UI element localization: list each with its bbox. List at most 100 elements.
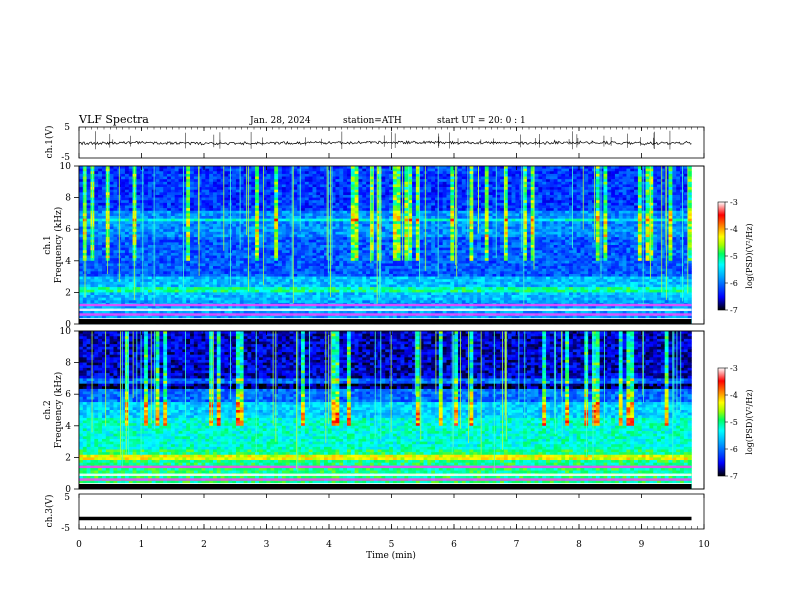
spectrogram-cell xyxy=(392,237,398,241)
spectrogram-cell xyxy=(366,226,371,230)
spectrogram-cell xyxy=(170,218,176,222)
spectrogram-cell xyxy=(186,189,191,193)
spectrogram-cell xyxy=(584,245,589,248)
spectrogram-cell xyxy=(251,218,256,222)
ch1-waveform-trace xyxy=(78,139,692,146)
spectrogram-cell xyxy=(209,234,214,238)
spectrogram-cell xyxy=(419,216,424,219)
spectrogram-cell xyxy=(500,197,505,201)
spectrogram-cell xyxy=(630,216,635,219)
spectrogram-cell xyxy=(212,187,218,190)
spectrogram-cell xyxy=(247,229,252,233)
spectrogram-cell xyxy=(335,229,340,233)
spectrogram-cell xyxy=(362,229,367,233)
spectrogram-cell xyxy=(366,179,371,183)
spectrogram-cell xyxy=(607,234,612,238)
spectrogram-cell xyxy=(220,210,225,214)
spectrogram-cell xyxy=(419,200,424,204)
spectrogram-cell xyxy=(174,218,179,222)
spectrogram-cell xyxy=(362,226,367,230)
spectrogram-cell xyxy=(599,229,604,233)
spectrogram-cell xyxy=(634,218,639,222)
spectrogram-cell xyxy=(239,229,244,233)
spectrogram-cell xyxy=(101,171,107,175)
spectrogram-cell xyxy=(186,242,191,246)
spectrogram-cell xyxy=(86,229,91,233)
spectrogram-cell xyxy=(98,221,103,225)
spectrogram-cell xyxy=(614,221,620,225)
spectrogram-cell xyxy=(312,242,317,246)
spectrogram-cell xyxy=(297,231,302,235)
spectrogram-cell xyxy=(144,176,149,180)
spectrogram-cell xyxy=(174,176,179,180)
spectrogram-cell xyxy=(262,245,267,248)
spectrogram-cell xyxy=(484,226,489,230)
spectrogram-cell xyxy=(680,173,685,177)
spectrogram-cell xyxy=(369,237,375,241)
spectrogram-cell xyxy=(86,210,91,214)
spectrogram-cell xyxy=(167,189,172,193)
spectrogram-cell xyxy=(136,245,141,248)
spectrogram-cell xyxy=(492,197,497,201)
spectrogram-cell xyxy=(553,216,558,219)
spectrogram-cell xyxy=(649,226,654,230)
spectrogram-cell xyxy=(503,173,509,177)
spectrogram-cell xyxy=(197,231,202,235)
spectrogram-cell xyxy=(526,166,532,169)
spectrogram-cell xyxy=(626,213,631,217)
spectrogram-cell xyxy=(262,234,267,238)
spectrogram-cell xyxy=(366,218,371,222)
spectrogram-cell xyxy=(94,202,99,206)
spectrogram-cell xyxy=(546,205,551,209)
spectrogram-cell xyxy=(121,179,126,183)
spectrogram-cell xyxy=(412,197,417,201)
spectrogram-cell xyxy=(258,173,264,177)
spectrogram-cell xyxy=(641,216,646,219)
spectrogram-cell xyxy=(591,216,597,219)
spectrogram-cell xyxy=(641,223,646,227)
spectrogram-cell xyxy=(285,223,290,227)
spectrogram-cell xyxy=(335,194,340,198)
spectrogram-cell xyxy=(274,237,279,241)
spectrogram-cell xyxy=(193,200,198,204)
spectrogram-cell xyxy=(316,173,321,177)
spectrogram-cell xyxy=(492,176,497,180)
spectrogram-cell xyxy=(664,239,669,243)
spectrogram-cell xyxy=(124,245,130,248)
spectrogram-cell xyxy=(255,210,260,214)
spectrogram-cell xyxy=(174,179,179,183)
spectrogram-cell xyxy=(140,192,145,196)
spectrogram-cell xyxy=(404,208,409,212)
spectrogram-cell xyxy=(136,226,141,230)
spectrogram-cell xyxy=(484,208,489,212)
spectrogram-cell xyxy=(396,216,401,219)
spectrogram-cell xyxy=(224,216,229,219)
spectrogram-cell xyxy=(396,226,401,230)
spectrogram-cell xyxy=(205,166,210,169)
spectrogram-cell xyxy=(339,231,344,235)
spectrogram-cell xyxy=(373,200,378,204)
spectrogram-cell xyxy=(159,184,164,188)
spectrogram-cell xyxy=(614,189,620,193)
spectrogram-cell xyxy=(281,200,287,204)
spectrogram-cell xyxy=(680,184,685,188)
spectrogram-cell xyxy=(281,205,287,209)
spectrogram-cell xyxy=(159,197,164,201)
spectrogram-cell xyxy=(584,223,589,227)
spectrogram-cell xyxy=(381,189,386,193)
spectrogram-cell xyxy=(553,237,558,241)
spectrogram-cell xyxy=(603,184,608,188)
spectrogram-cell xyxy=(274,197,279,201)
spectrogram-cell xyxy=(258,242,264,246)
spectrogram-cell xyxy=(220,229,225,233)
spectrogram-cell xyxy=(419,231,424,235)
spectrogram-cell xyxy=(603,171,608,175)
spectrogram-cell xyxy=(278,197,283,201)
spectrogram-cell xyxy=(121,245,126,248)
spectrogram-cell xyxy=(664,176,669,180)
spectrogram-cell xyxy=(79,231,84,235)
spectrogram-cell xyxy=(618,213,623,217)
spectrogram-cell xyxy=(469,194,474,198)
spectrogram-cell xyxy=(205,208,210,212)
spectrogram-cell xyxy=(159,205,164,209)
